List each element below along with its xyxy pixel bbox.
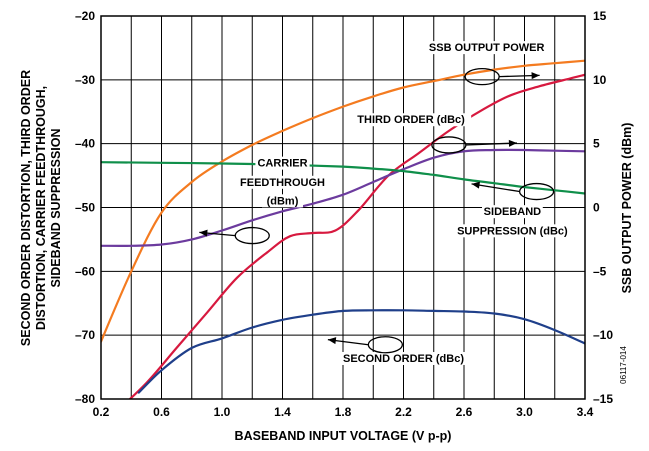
- plot-frame: [100, 15, 586, 400]
- annotation-label: SSB OUTPUT POWER: [429, 42, 545, 54]
- annotation-label: SIDEBAND: [484, 206, 542, 218]
- annotation-arrow-head: [471, 181, 481, 189]
- annotation-bg: [255, 156, 310, 170]
- annotation-arrow-head: [199, 229, 208, 237]
- annotation-bg: [262, 194, 303, 208]
- x-tick-label: 3.4: [577, 405, 594, 419]
- annotation-bg: [429, 41, 544, 55]
- y-left-tick-label: –50: [75, 201, 95, 215]
- y-right-tick-label: –5: [593, 264, 607, 278]
- annotation-ellipse: [431, 136, 467, 154]
- x-tick-label: 2.6: [456, 405, 473, 419]
- annotation-bg: [482, 205, 543, 219]
- x-tick-label: 0.2: [93, 405, 110, 419]
- annotation-arrow-shaft: [465, 142, 517, 146]
- y-left-tick-label: –80: [75, 392, 95, 406]
- x-tick-label: 1.4: [274, 405, 291, 419]
- y-left-tick-label: –30: [75, 73, 95, 87]
- annotation-arrow-head: [327, 337, 337, 345]
- y-left-tick-label: –60: [75, 264, 95, 278]
- x-axis-title: BASEBAND INPUT VOLTAGE (V p-p): [235, 429, 452, 443]
- right-axis-title: SSB OUTPUT POWER (dBm): [620, 123, 634, 294]
- series-line-ssb-output-power: [101, 59, 585, 343]
- annotation-bg: [350, 113, 472, 127]
- y-right-tick-label: 10: [593, 73, 607, 87]
- series-line-sideband-suppression-dbc: [101, 161, 585, 195]
- annotation-label: (dBm): [267, 195, 299, 207]
- annotation-bg: [340, 351, 467, 365]
- left-axis-title: SECOND ORDER DISTORTION, THIRD ORDER DIS…: [19, 70, 63, 346]
- series-line-third-order-dbc: [128, 73, 585, 399]
- left-axis-title-line-1: SECOND ORDER DISTORTION, THIRD ORDER: [19, 70, 33, 346]
- series-lines: [101, 59, 585, 399]
- y-right-tick-label: 15: [593, 9, 607, 23]
- left-axis-title-line-3: SIDEBAND SUPPRESSION: [49, 128, 63, 287]
- annotations: SSB OUTPUT POWER THIRD ORDER (dBc) CARRIER…: [199, 41, 573, 365]
- annotation-bg: [242, 175, 323, 189]
- annotation-arrow-head: [508, 139, 517, 147]
- series-line-second-order-dbc: [137, 309, 585, 394]
- x-tick-label: 1.8: [335, 405, 352, 419]
- figure-code: 06117-014: [619, 346, 628, 384]
- left-axis-title-line-2: DISTORTION, CARRIER FEEDTHROUGH,: [34, 86, 48, 330]
- y-right-tick-label: –10: [593, 328, 613, 342]
- series-line-carrier-feedthrough-dbm: [101, 148, 585, 247]
- annotation-label: CARRIER: [257, 158, 307, 170]
- annotation-bg: [452, 224, 573, 238]
- annotation-label: FEEDTHROUGH: [240, 177, 325, 189]
- x-tick-label: 1.0: [214, 405, 231, 419]
- annotation-label: THIRD ORDER (dBc): [357, 114, 465, 126]
- y-left-tick-label: –40: [75, 137, 95, 151]
- y-right-tick-label: –15: [593, 392, 613, 406]
- y-right-tick-label: 5: [593, 137, 600, 151]
- annotation-label: SECOND ORDER (dBc): [343, 353, 464, 365]
- x-tick-label: 2.2: [395, 405, 412, 419]
- y-left-tick-label: –70: [75, 328, 95, 342]
- tick-labels: 0.2 0.6 1.0 1.4 1.8 2.2 2.6 3.0 3.4–20–30–40–50–…: [75, 9, 613, 419]
- annotation-label: SUPPRESSION (dBc): [457, 225, 568, 237]
- y-left-tick-label: –20: [75, 9, 95, 23]
- x-tick-label: 0.6: [153, 405, 170, 419]
- annotation-arrow-shaft: [471, 183, 520, 193]
- annotation-arrow-head: [531, 72, 540, 80]
- x-tick-label: 3.0: [516, 405, 533, 419]
- y-right-tick-label: 0: [593, 201, 600, 215]
